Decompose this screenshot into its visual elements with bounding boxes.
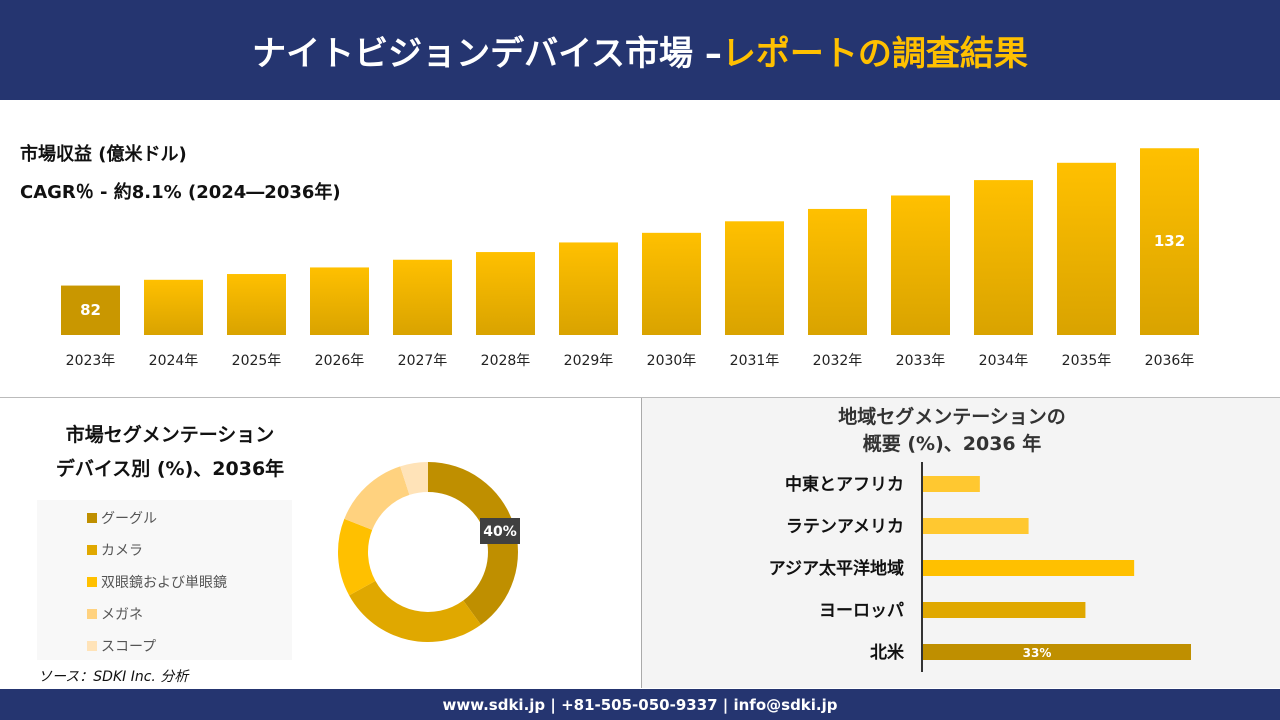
- legend-item: カメラ: [87, 540, 143, 560]
- footer-contact: www.sdki.jp | +81-505-050-9337 | info@sd…: [0, 689, 1280, 720]
- bar-2026年: [310, 267, 369, 335]
- bar-北米: [923, 644, 1191, 660]
- donut-slice-メガネ: [344, 466, 410, 530]
- legend-label: 双眼鏡および単眼鏡: [101, 575, 227, 591]
- legend-item: メガネ: [87, 604, 143, 624]
- x-tick-label: 2026年: [315, 353, 365, 369]
- bar-2024年: [144, 279, 203, 335]
- x-tick-label: 2028年: [481, 353, 531, 369]
- legend-item: スコープ: [87, 636, 156, 656]
- bar-2036年: [1140, 148, 1199, 335]
- bar-2035年: [1057, 162, 1116, 335]
- legend-swatch: [87, 513, 97, 523]
- title-main: ナイトビジョンデバイス市場 –: [252, 33, 722, 74]
- x-tick-label: 2025年: [232, 353, 282, 369]
- cagr-subtitle: CAGR％ - 約8.1% (2024―2036年): [20, 182, 341, 203]
- bar-2027年: [393, 259, 452, 335]
- divider: [0, 397, 1280, 398]
- bar-中東とアフリカ: [923, 476, 980, 492]
- device-title-line2: デバイス別 (%)、2036年: [55, 458, 285, 480]
- revenue-bar-chart: 2023年 82 2024年 2025年 2026年 2027年 2028年 2029年 203…: [61, 148, 1199, 369]
- x-tick-label: 2030年: [647, 353, 697, 369]
- y-tick-label: 北米: [870, 642, 905, 663]
- bar-2029年: [559, 242, 618, 335]
- data-label: 132: [1154, 232, 1185, 250]
- x-tick-label: 2024年: [149, 353, 199, 369]
- y-tick-label: ヨーロッパ: [819, 601, 904, 621]
- legend-item: グーグル: [87, 508, 157, 528]
- bar-アジア太平洋地域: [923, 560, 1135, 576]
- legend-swatch: [87, 641, 97, 651]
- data-label: 82: [80, 301, 101, 319]
- data-label: 33%: [1023, 646, 1052, 660]
- region-panel: 地域セグメンテーションの 概要 (%)、2036 年: [641, 398, 1280, 688]
- y-tick-label: ラテンアメリカ: [786, 517, 904, 537]
- donut-slice-グーグル: [428, 462, 518, 625]
- legend-label: カメラ: [101, 543, 143, 559]
- y-tick-label: アジア太平洋地域: [769, 558, 904, 579]
- region-title-line2: 概要 (%)、2036 年: [862, 433, 1042, 455]
- legend-label: メガネ: [101, 607, 143, 623]
- x-tick-label: 2035年: [1062, 353, 1112, 369]
- bar-2033年: [891, 195, 950, 335]
- x-tick-label: 2031年: [730, 353, 780, 369]
- x-tick-label: 2033年: [896, 353, 946, 369]
- x-tick-label: 2029年: [564, 353, 614, 369]
- data-label: 40%: [483, 524, 517, 540]
- bar-2030年: [642, 232, 701, 335]
- legend-swatch: [87, 577, 97, 587]
- legend-item: 双眼鏡および単眼鏡: [87, 572, 227, 592]
- x-tick-label: 2027年: [398, 353, 448, 369]
- data-label-box: [480, 518, 520, 544]
- bar-2023年: [61, 285, 120, 335]
- legend-label: グーグル: [101, 511, 157, 527]
- donut-legend: グーグルカメラ双眼鏡および単眼鏡 メガネスコープ: [37, 500, 292, 660]
- device-segment-title: 市場セグメンテーション デバイス別 (%)、2036年: [20, 418, 320, 486]
- legend-swatch: [87, 609, 97, 619]
- x-tick-label: 2034年: [979, 353, 1029, 369]
- donut-slice-カメラ: [349, 580, 481, 642]
- bar-2028年: [476, 252, 535, 335]
- bar-2025年: [227, 274, 286, 335]
- legend-label: スコープ: [101, 639, 157, 655]
- region-title-line1: 地域セグメンテーションの: [838, 406, 1066, 428]
- source-note: ソース：SDKI Inc. 分析: [38, 669, 189, 685]
- donut-slice-スコープ: [400, 462, 428, 495]
- bar-2034年: [974, 180, 1033, 335]
- x-tick-label: 2023年: [66, 353, 116, 369]
- x-tick-label: 2032年: [813, 353, 863, 369]
- region-segment-title: 地域セグメンテーションの 概要 (%)、2036 年: [777, 404, 1127, 458]
- bar-2032年: [808, 208, 867, 335]
- device-title-line1: 市場セグメンテーション: [65, 424, 275, 446]
- device-donut-chart: 40%: [338, 462, 520, 642]
- title-accent: レポートの調査結果: [721, 33, 1028, 74]
- bar-2031年: [725, 221, 784, 335]
- bar-ヨーロッパ: [923, 602, 1086, 618]
- header-banner: ナイトビジョンデバイス市場 – レポートの調査結果: [0, 0, 1280, 100]
- y-tick-label: 中東とアフリカ: [785, 474, 904, 495]
- legend-swatch: [87, 545, 97, 555]
- x-tick-label: 2036年: [1145, 353, 1195, 369]
- donut-slice-双眼鏡および単眼鏡: [338, 518, 376, 596]
- revenue-chart-title: 市場収益 (億米ドル): [20, 144, 187, 165]
- bar-ラテンアメリカ: [923, 518, 1029, 534]
